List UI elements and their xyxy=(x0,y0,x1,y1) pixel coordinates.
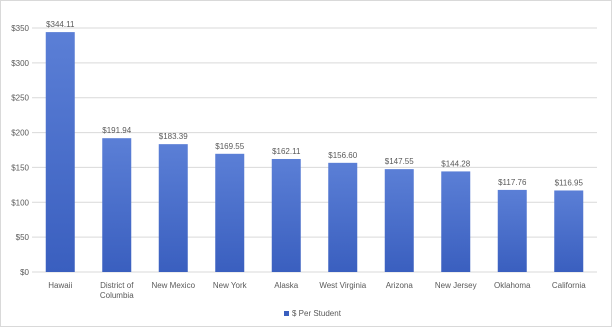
x-tick-label: District of Columbia xyxy=(100,281,134,300)
x-tick-label: New Mexico xyxy=(151,281,195,290)
y-tick-label: $150 xyxy=(11,163,29,172)
bar xyxy=(554,190,584,272)
x-tick-label: New Jersey xyxy=(435,281,477,290)
y-tick-label: $0 xyxy=(20,268,29,277)
data-label: $162.11 xyxy=(272,147,301,156)
y-axis-tick-labels: $0 $50 $100 $150 $200 $250 $300 $350 xyxy=(11,24,29,277)
data-label: $156.60 xyxy=(328,151,357,160)
y-tick-label: $100 xyxy=(11,198,29,207)
x-tick-label: Alaska xyxy=(274,281,299,290)
y-tick-label: $300 xyxy=(11,59,29,68)
data-label: $191.94 xyxy=(102,126,131,135)
data-label: $183.39 xyxy=(159,132,188,141)
data-label: $116.95 xyxy=(555,178,584,187)
data-label: $344.11 xyxy=(46,20,75,29)
y-tick-label: $50 xyxy=(16,233,30,242)
data-label: $169.55 xyxy=(215,142,244,151)
bar xyxy=(271,158,301,272)
y-tick-label: $250 xyxy=(11,94,29,103)
data-label: $144.28 xyxy=(441,159,470,168)
bar xyxy=(328,162,358,272)
x-tick-label: Oklahoma xyxy=(494,281,531,290)
y-tick-label: $350 xyxy=(11,24,29,33)
x-tick-label: Arizona xyxy=(386,281,414,290)
bar xyxy=(158,144,188,272)
x-tick-label: Hawaii xyxy=(48,281,72,290)
bar xyxy=(45,32,75,272)
data-label: $117.76 xyxy=(498,178,527,187)
bars xyxy=(45,32,584,272)
bar xyxy=(102,138,132,272)
bar xyxy=(215,153,245,272)
x-tick-label: California xyxy=(552,281,586,290)
bar-chart: $0 $50 $100 $150 $200 $250 $300 $350 $344.11 $19… xyxy=(11,20,597,318)
y-tick-label: $200 xyxy=(11,129,29,138)
data-label: $147.55 xyxy=(385,157,414,166)
bar xyxy=(497,189,527,272)
legend-swatch xyxy=(284,311,289,316)
data-labels: $344.11 $191.94 $183.39 $169.55 $162.11 $156.… xyxy=(46,20,583,187)
x-tick-label: West Virginia xyxy=(319,281,366,290)
bar xyxy=(384,169,414,272)
x-axis-tick-labels: Hawaii District of Columbia New Mexico New Y… xyxy=(48,281,586,300)
bar xyxy=(441,171,471,272)
x-tick-label: New York xyxy=(213,281,248,290)
legend: $ Per Student xyxy=(284,309,342,318)
legend-label: $ Per Student xyxy=(292,309,342,318)
